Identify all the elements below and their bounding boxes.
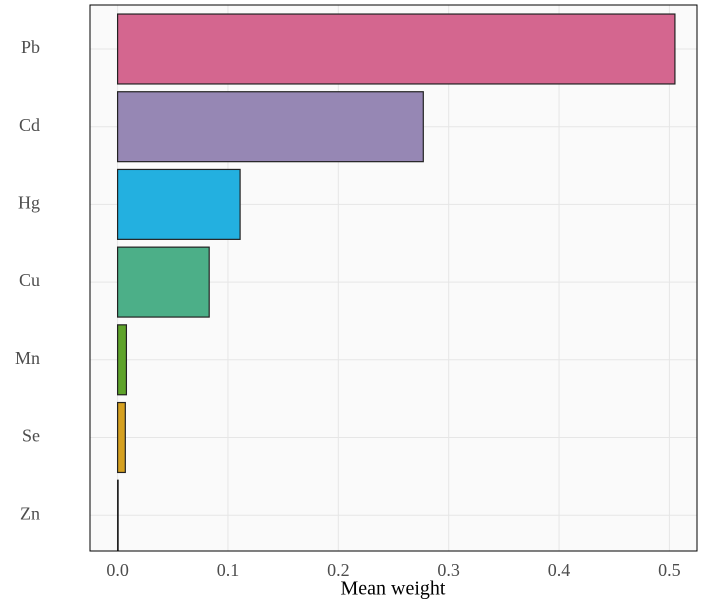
bar xyxy=(116,324,128,396)
bar xyxy=(116,246,210,318)
y-tick-label: Cu xyxy=(19,270,40,290)
y-tick-label: Cd xyxy=(19,115,40,135)
x-tick-label: 0.2 xyxy=(327,560,350,580)
bar xyxy=(116,91,424,163)
x-tick-label: 0.3 xyxy=(437,560,460,580)
y-tick-label: Se xyxy=(22,426,40,446)
panel-border xyxy=(89,4,698,552)
y-tick-label: Zn xyxy=(20,503,40,523)
y-tick-label: Hg xyxy=(18,193,40,213)
y-tick-label: Mn xyxy=(15,348,40,368)
x-tick-label: 0.5 xyxy=(658,560,681,580)
x-tick-label: 0.1 xyxy=(217,560,240,580)
y-tick-label: Pb xyxy=(21,37,40,57)
bar xyxy=(116,479,119,551)
x-tick-label: 0.0 xyxy=(106,560,129,580)
x-axis-title: Mean weight xyxy=(341,578,446,600)
x-tick-label: 0.4 xyxy=(548,560,571,580)
bar xyxy=(116,168,241,240)
bar xyxy=(116,401,126,474)
bar xyxy=(116,13,676,85)
